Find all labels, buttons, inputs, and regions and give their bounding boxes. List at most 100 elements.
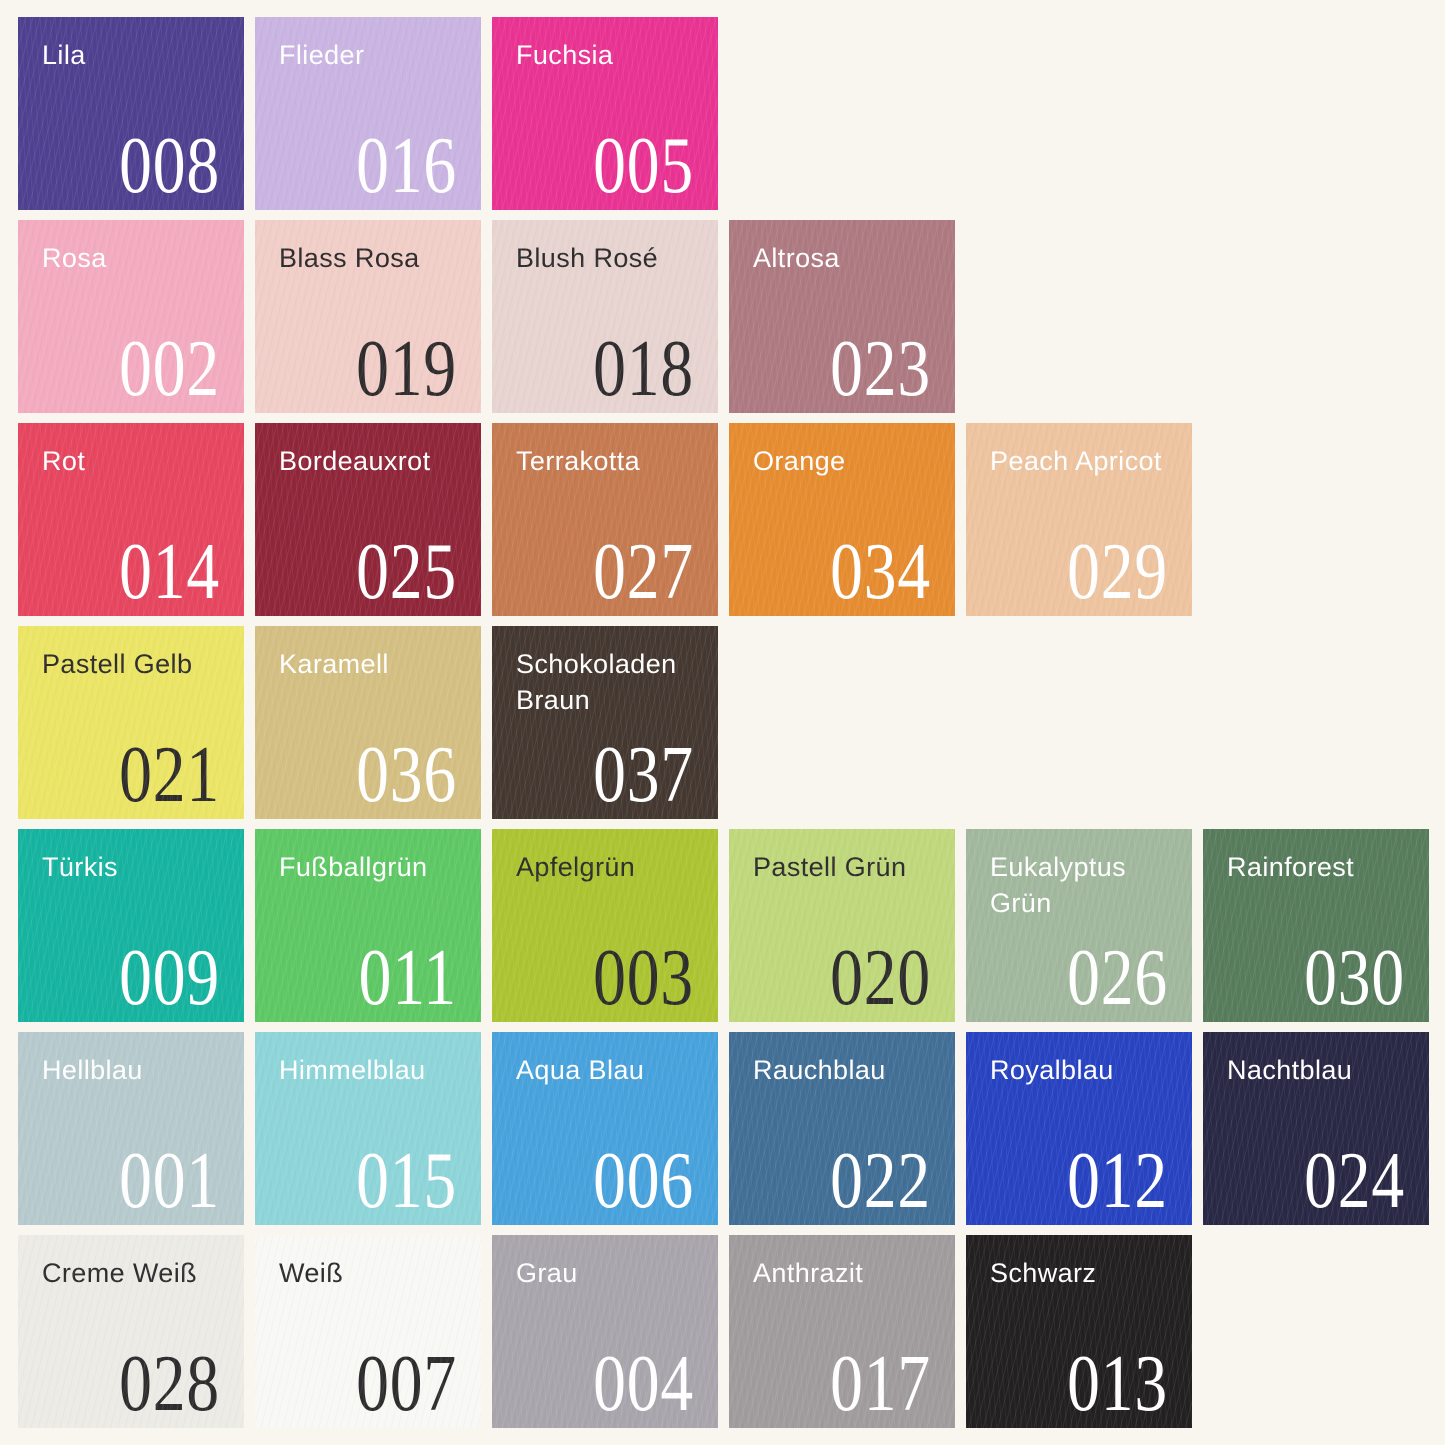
swatch-color-name: Rot — [42, 446, 86, 476]
swatch-color-number: 028 — [119, 1340, 220, 1428]
swatch-color-number: 001 — [119, 1137, 220, 1225]
swatch-color-name: Türkis — [42, 852, 118, 882]
swatch-row-5: Türkis 009 Fußballgrün 011 Apfelgrün 003… — [18, 829, 1429, 1022]
swatch-tile-003: Apfelgrün 003 — [492, 829, 718, 1022]
swatch-tile-002: Rosa 002 — [18, 220, 244, 413]
swatch-row-3: Rot 014 Bordeauxrot 025 Terrakotta 027 O… — [18, 423, 1427, 616]
swatch-color-number: 024 — [1304, 1137, 1405, 1225]
swatch-color-name: Hellblau — [42, 1055, 143, 1085]
swatch-color-number: 013 — [1067, 1340, 1168, 1428]
swatch-tile-005: Fuchsia 005 — [492, 17, 718, 210]
swatch-color-number: 029 — [1067, 528, 1168, 616]
swatch-color-number: 015 — [356, 1137, 457, 1225]
swatch-tile-020: Pastell Grün 020 — [729, 829, 955, 1022]
swatch-color-name: Fuchsia — [516, 40, 614, 70]
swatch-color-name: Karamell — [279, 649, 389, 679]
swatch-color-name: Weiß — [279, 1258, 344, 1288]
swatch-color-number: 021 — [119, 731, 220, 819]
swatch-tile-009: Türkis 009 — [18, 829, 244, 1022]
swatch-color-number: 023 — [830, 325, 931, 413]
swatch-color-number: 014 — [119, 528, 220, 616]
swatch-color-number: 009 — [119, 934, 220, 1022]
swatch-tile-024: Nachtblau 024 — [1203, 1032, 1429, 1225]
swatch-color-number: 030 — [1304, 934, 1405, 1022]
swatch-tile-017: Anthrazit 017 — [729, 1235, 955, 1428]
swatch-color-name: Nachtblau — [1227, 1055, 1353, 1085]
swatch-color-number: 017 — [830, 1340, 931, 1428]
swatch-color-name: Lila — [42, 40, 86, 70]
swatch-tile-014: Rot 014 — [18, 423, 244, 616]
swatch-tile-012: Royalblau 012 — [966, 1032, 1192, 1225]
swatch-tile-018: Blush Rosé 018 — [492, 220, 718, 413]
swatch-color-name: Bordeauxrot — [279, 446, 431, 476]
swatch-tile-036: Karamell 036 — [255, 626, 481, 819]
swatch-tile-006: Aqua Blau 006 — [492, 1032, 718, 1225]
swatch-color-number: 012 — [1067, 1137, 1168, 1225]
swatch-row-6: Hellblau 001 Himmelblau 015 Aqua Blau 00… — [18, 1032, 1429, 1225]
swatch-color-number: 037 — [593, 731, 694, 819]
swatch-color-number: 008 — [119, 122, 220, 210]
swatch-tile-008: Lila 008 — [18, 17, 244, 210]
swatch-color-number: 005 — [593, 122, 694, 210]
swatch-color-name: Grau — [516, 1258, 578, 1288]
swatch-tile-029: Peach Apricot 029 — [966, 423, 1192, 616]
swatch-color-name: Orange — [753, 446, 846, 476]
swatch-color-number: 003 — [593, 934, 694, 1022]
swatch-color-name: Creme Weiß — [42, 1258, 198, 1288]
swatch-color-number: 020 — [830, 934, 931, 1022]
swatch-color-number: 026 — [1067, 934, 1168, 1022]
swatch-tile-037: Schokoladen Braun 037 — [492, 626, 718, 819]
swatch-row-4: Pastell Gelb 021 Karamell 036 Schokolade… — [18, 626, 1427, 819]
swatch-tile-007: Weiß 007 — [255, 1235, 481, 1428]
swatch-color-number: 018 — [593, 325, 694, 413]
swatch-row-2: Rosa 002 Blass Rosa 019 Blush Rosé 018 A… — [18, 220, 1427, 413]
swatch-tile-004: Grau 004 — [492, 1235, 718, 1428]
swatch-tile-021: Pastell Gelb 021 — [18, 626, 244, 819]
swatch-color-name: Rauchblau — [753, 1055, 886, 1085]
swatch-color-name: Pastell Grün — [753, 852, 907, 882]
swatch-tile-022: Rauchblau 022 — [729, 1032, 955, 1225]
swatch-color-name: Altrosa — [753, 243, 840, 273]
swatch-row-7: Creme Weiß 028 Weiß 007 Grau 004 Anthraz… — [18, 1235, 1427, 1428]
swatch-color-name: Schokoladen Braun — [516, 649, 677, 715]
swatch-tile-016: Flieder 016 — [255, 17, 481, 210]
swatch-tile-034: Orange 034 — [729, 423, 955, 616]
swatch-tile-013: Schwarz 013 — [966, 1235, 1192, 1428]
swatch-color-name: Schwarz — [990, 1258, 1097, 1288]
swatch-color-name: Rainforest — [1227, 852, 1355, 882]
swatch-color-name: Blush Rosé — [516, 243, 659, 273]
swatch-color-number: 022 — [830, 1137, 931, 1225]
swatch-color-number: 016 — [356, 122, 457, 210]
swatch-color-number: 002 — [119, 325, 220, 413]
swatch-color-number: 004 — [593, 1340, 694, 1428]
swatch-color-name: Apfelgrün — [516, 852, 636, 882]
swatch-tile-030: Rainforest 030 — [1203, 829, 1429, 1022]
swatch-tile-026: Eukalyptus Grün 026 — [966, 829, 1192, 1022]
swatch-tile-027: Terrakotta 027 — [492, 423, 718, 616]
swatch-tile-028: Creme Weiß 028 — [18, 1235, 244, 1428]
swatch-tile-019: Blass Rosa 019 — [255, 220, 481, 413]
swatch-color-number: 034 — [830, 528, 931, 616]
swatch-color-name: Rosa — [42, 243, 107, 273]
swatch-color-name: Royalblau — [990, 1055, 1114, 1085]
swatch-tile-015: Himmelblau 015 — [255, 1032, 481, 1225]
swatch-color-name: Terrakotta — [516, 446, 641, 476]
swatch-color-number: 006 — [593, 1137, 694, 1225]
swatch-color-name: Himmelblau — [279, 1055, 426, 1085]
swatch-color-name: Aqua Blau — [516, 1055, 645, 1085]
swatch-tile-001: Hellblau 001 — [18, 1032, 244, 1225]
swatch-row-1: Lila 008 Flieder 016 Fuchsia 005 — [18, 17, 1427, 210]
swatch-color-number: 007 — [356, 1340, 457, 1428]
swatch-color-name: Eukalyptus Grün — [990, 852, 1127, 918]
swatch-color-name: Blass Rosa — [279, 243, 420, 273]
swatch-color-name: Anthrazit — [753, 1258, 864, 1288]
swatch-color-number: 011 — [358, 934, 457, 1022]
swatch-color-name: Pastell Gelb — [42, 649, 193, 679]
swatch-color-number: 036 — [356, 731, 457, 819]
swatch-color-name: Peach Apricot — [990, 446, 1162, 476]
swatch-tile-011: Fußballgrün 011 — [255, 829, 481, 1022]
swatch-tile-023: Altrosa 023 — [729, 220, 955, 413]
swatch-color-number: 027 — [593, 528, 694, 616]
swatch-color-name: Fußballgrün — [279, 852, 428, 882]
